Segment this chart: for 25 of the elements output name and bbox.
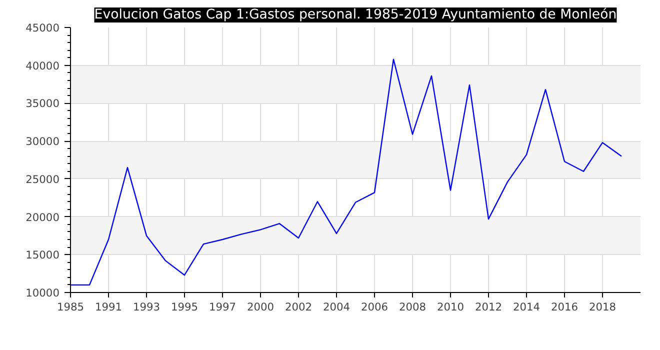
x-tick-label: 2004 <box>322 300 350 314</box>
y-tick-label: 40000 <box>26 59 60 72</box>
y-tick-label: 45000 <box>26 22 60 34</box>
y-tick-label: 10000 <box>26 286 60 300</box>
x-tick-label: 2000 <box>246 300 274 314</box>
x-tick-label: 2014 <box>512 300 540 314</box>
x-tick-label: 2006 <box>360 300 388 314</box>
y-tick-label: 35000 <box>26 97 60 110</box>
x-tick-label: 1993 <box>132 300 160 314</box>
y-tick-label: 30000 <box>26 135 60 148</box>
x-tick-label: 1997 <box>208 300 236 314</box>
x-tick-label: 2018 <box>588 300 616 314</box>
chart-title: Evolucion Gatos Cap 1:Gastos personal. 1985-2019 Ayuntamiento de Monleón <box>94 8 617 22</box>
line-series <box>70 58 622 286</box>
x-tick-label: 2016 <box>550 300 578 314</box>
x-tick-label: 2012 <box>474 300 502 314</box>
x-tick-label: 1991 <box>94 300 122 314</box>
x-tick-label: 2002 <box>284 300 312 314</box>
y-tick-label: 25000 <box>26 172 60 186</box>
x-tick-label: 1995 <box>170 300 198 314</box>
x-tick-label: 1985 <box>56 300 84 314</box>
y-tick-label: 20000 <box>26 210 60 224</box>
y-tick-label: 15000 <box>26 248 60 262</box>
x-tick-label: 2008 <box>398 300 426 314</box>
x-tick-label: 2010 <box>436 300 464 314</box>
